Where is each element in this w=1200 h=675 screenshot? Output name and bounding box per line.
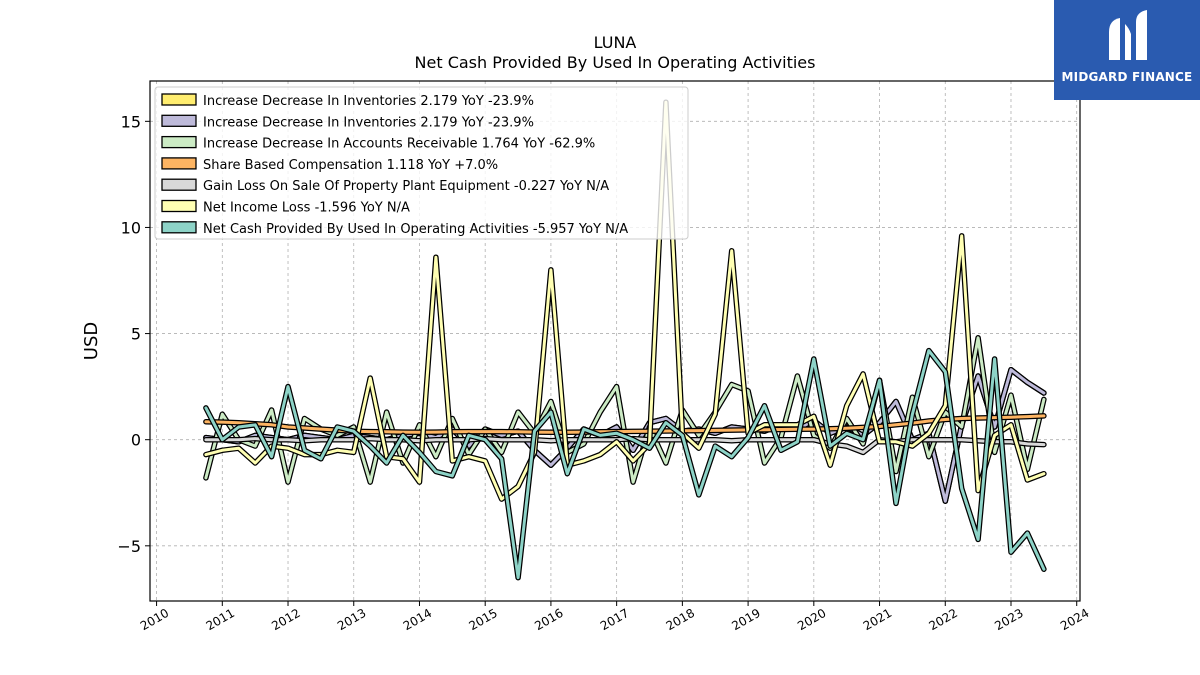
x-tick-label: 2016 <box>532 606 565 633</box>
y-tick-label: 15 <box>121 112 141 131</box>
series-outline <box>203 347 1047 581</box>
x-tick-label: 2023 <box>992 606 1025 633</box>
y-tick-label: 0 <box>131 431 141 450</box>
legend-swatch <box>161 221 197 234</box>
legend-item: Net Cash Provided By Used In Operating A… <box>161 221 628 237</box>
x-tick-label: 2011 <box>204 606 237 633</box>
legend-label: Increase Decrease In Inventories 2.179 Y… <box>203 94 534 109</box>
series-6 <box>203 347 1047 581</box>
legend-item: Increase Decrease In Accounts Receivable… <box>161 135 595 152</box>
series-outline <box>203 335 1047 485</box>
legend-label: Gain Loss On Sale Of Property Plant Equi… <box>203 179 609 194</box>
x-tick-label: 2012 <box>269 606 302 633</box>
legend-label: Net Cash Provided By Used In Operating A… <box>203 222 628 237</box>
chart-subtitle: Net Cash Provided By Used In Operating A… <box>415 53 816 72</box>
y-tick-label: −5 <box>117 537 141 556</box>
brand-logo: MIDGARD FINANCE <box>1054 0 1200 100</box>
logo-mark-icon <box>1109 10 1147 60</box>
legend-swatch <box>161 114 197 127</box>
plot-frame <box>149 80 1081 602</box>
legend-swatch <box>161 178 197 191</box>
series-layer <box>203 99 1047 581</box>
legend-box <box>154 86 689 240</box>
y-axis: −5 0 5 10 15 <box>117 112 150 556</box>
x-tick-label: 2010 <box>138 606 171 633</box>
legend: Increase Decrease In Inventories 2.179 Y… <box>154 86 689 240</box>
x-tick-label: 2017 <box>598 606 631 633</box>
x-tick-label: 2015 <box>466 606 499 633</box>
legend-label: Share Based Compensation 1.118 YoY +7.0% <box>203 158 498 173</box>
legend-label: Net Income Loss -1.596 YoY N/A <box>203 201 410 216</box>
legend-swatch <box>161 135 197 149</box>
legend-item: Share Based Compensation 1.118 YoY +7.0% <box>161 157 498 173</box>
legend-swatch <box>161 199 197 213</box>
x-tick-label: 2014 <box>401 606 434 633</box>
legend-label: Increase Decrease In Inventories 2.179 Y… <box>203 115 534 130</box>
series-2 <box>203 335 1047 485</box>
legend-label: Increase Decrease In Accounts Receivable… <box>203 137 595 152</box>
y-tick-label: 5 <box>131 325 141 344</box>
chart-title: LUNA <box>594 33 637 52</box>
x-tick-label: 2013 <box>335 606 368 633</box>
legend-swatch <box>161 157 197 170</box>
x-tick-label: 2022 <box>927 606 960 633</box>
x-tick-label: 2024 <box>1058 606 1091 633</box>
x-tick-label: 2019 <box>729 606 762 633</box>
legend-item: Increase Decrease In Inventories 2.179 Y… <box>161 93 534 109</box>
legend-item: Increase Decrease In Inventories 2.179 Y… <box>161 114 534 130</box>
x-tick-label: 2018 <box>664 606 697 633</box>
legend-item: Gain Loss On Sale Of Property Plant Equi… <box>161 178 609 194</box>
x-axis: 2010 2011 2012 2013 2014 2015 2016 2017 2018 2019… <box>138 601 1091 633</box>
series-line <box>204 349 1046 580</box>
brand-name: MIDGARD FINANCE <box>1061 70 1193 84</box>
legend-swatch <box>161 93 197 106</box>
y-axis-label: USD <box>81 322 102 360</box>
legend-item: Net Income Loss -1.596 YoY N/A <box>161 199 410 216</box>
y-tick-label: 10 <box>121 218 141 237</box>
x-tick-label: 2020 <box>795 606 828 633</box>
x-tick-label: 2021 <box>861 606 894 633</box>
